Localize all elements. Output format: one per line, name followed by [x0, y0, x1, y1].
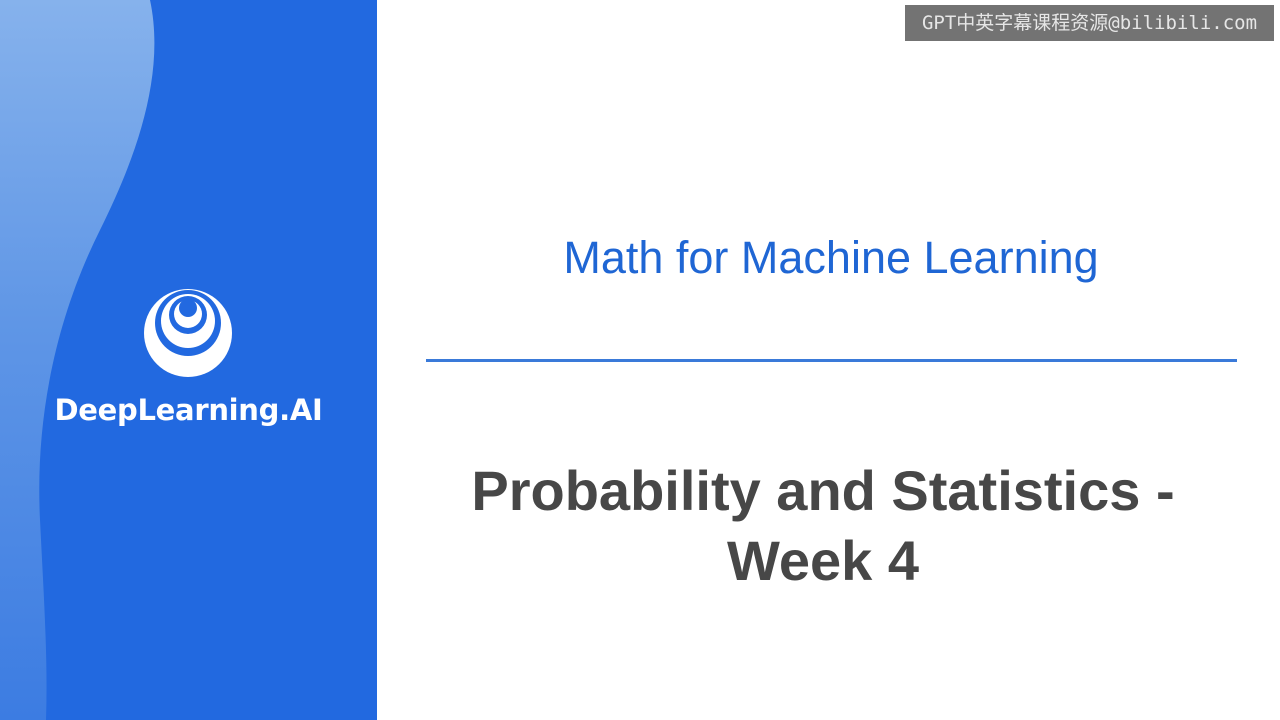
module-title-line-2: Week 4	[727, 529, 919, 592]
brand-name: DeepLearning.AI	[54, 393, 323, 427]
course-title: Math for Machine Learning	[563, 232, 1099, 283]
title-divider	[426, 359, 1237, 362]
brand-panel: DeepLearning.AI	[0, 0, 377, 720]
module-title-line-1: Probability and Statistics -	[471, 459, 1175, 522]
deeplearning-ai-logo-icon	[144, 289, 232, 377]
wave-decoration	[0, 0, 155, 720]
watermark-badge: GPT中英字幕课程资源@bilibili.com	[905, 5, 1274, 41]
module-title: Probability and Statistics - Week 4	[426, 456, 1220, 596]
